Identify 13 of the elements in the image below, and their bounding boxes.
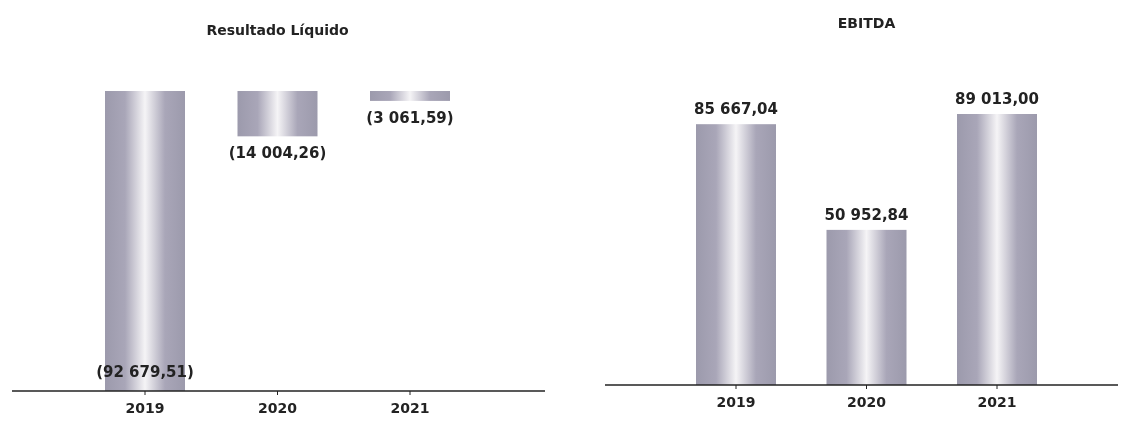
data-label: (14 004,26) [228,144,327,163]
chart-title: EBITDA [837,15,896,31]
x-tick-label: 2020 [847,394,887,410]
x-tick-label: 2021 [390,400,430,416]
data-label: 89 013,00 [955,90,1039,108]
chart-title: Resultado Líquido [206,22,349,38]
x-tick-label: 2020 [258,400,298,416]
data-label: (3 061,59) [366,108,454,127]
data-label: 50 952,84 [824,205,909,224]
x-tick-label: 2019 [125,400,165,416]
x-tick-label: 2021 [977,394,1017,410]
x-tick-label: 2019 [716,394,756,410]
data-label: 85 667,04 [694,100,778,119]
